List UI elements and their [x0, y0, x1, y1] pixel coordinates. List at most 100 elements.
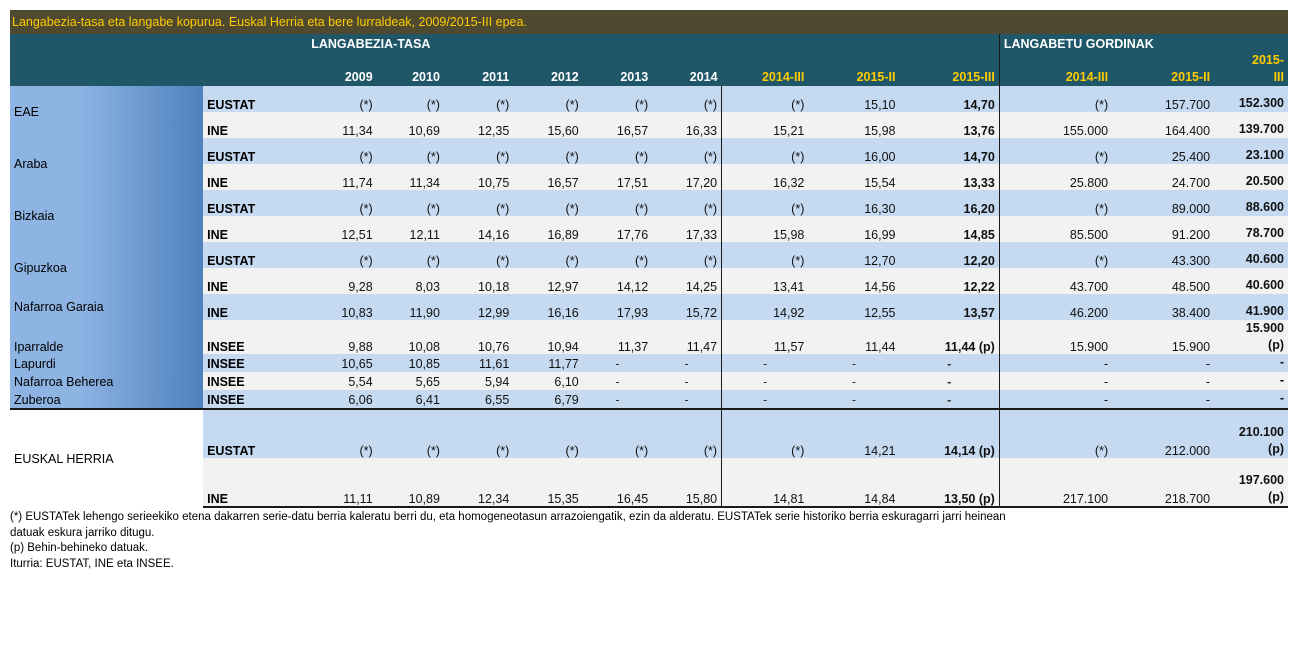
rate-cell: 17,51	[582, 164, 653, 190]
unemployed-cell: (*)	[998, 242, 1113, 268]
rate-cell: 16,30	[808, 190, 900, 216]
rate-cell: 17,76	[582, 216, 653, 242]
unemployed-cell: -	[1112, 372, 1215, 390]
unemployed-cell: 85.500	[998, 216, 1113, 242]
rate-cell: (*)	[443, 242, 514, 268]
rate-cell: 14,70	[899, 138, 1000, 164]
rate-cell: 17,93	[582, 294, 653, 320]
table-row: INE 11,11 10,89 12,34 15,35 16,45 15,80 14,81 14…	[10, 458, 1288, 508]
rate-cell: (*)	[376, 86, 444, 112]
footnote-asterisk-cont: datuak eskura jarriko ditugu.	[10, 526, 155, 539]
rate-cell: 10,76	[443, 320, 514, 354]
rate-cell: 12,11	[376, 216, 444, 242]
footnotes: (*) EUSTATek lehengo serieekiko etena da…	[10, 510, 1288, 572]
unemployed-cell: 212.000	[1112, 408, 1215, 458]
rate-cell: (*)	[443, 86, 514, 112]
rate-cell: 10,75	[443, 164, 514, 190]
unemployed-group-header: LANGABETU GORDINAK	[998, 34, 1215, 59]
unemployed-cell: 43.300	[1112, 242, 1215, 268]
unemployed-cell: 41.900	[1214, 294, 1288, 320]
unemployed-2015-III-value: 40.600	[1245, 278, 1284, 292]
rate-cell: -	[899, 372, 1000, 390]
rate-cell: 14,81	[721, 458, 809, 508]
rate-cell: 15,98	[721, 216, 809, 242]
rate-cell: 15,80	[652, 458, 722, 508]
rate-cell: (*)	[376, 408, 444, 458]
rate-cell: 17,20	[652, 164, 722, 190]
unemployed-cell: 139.700	[1214, 112, 1288, 138]
rate-cell: 15,54	[808, 164, 900, 190]
unemployed-cell: 78.700	[1214, 216, 1288, 242]
rate-cell: 6,10	[513, 372, 583, 390]
unemployed-cell: 15.900	[1112, 320, 1215, 354]
source-label: INSEE	[203, 372, 308, 390]
region-label: Gipuzkoa	[10, 242, 204, 294]
unemployed-2015-III-value: 20.500	[1245, 174, 1284, 188]
unemployed-2015-III-value: 78.700	[1245, 226, 1284, 240]
unemployed-cell: 210.100 (p)	[1214, 408, 1288, 458]
rate-cell: (*)	[513, 190, 583, 216]
unemployed-cell: (*)	[998, 408, 1113, 458]
table-row: Lapurdi INSEE 10,65 10,85 11,61 11,77- - - - - - - -	[10, 354, 1288, 372]
rate-cell: -	[652, 372, 722, 390]
rate-cell: 13,57	[899, 294, 1000, 320]
rate-cell: 11,47	[652, 320, 722, 354]
source-label: INE	[203, 112, 308, 138]
rate-cell: -	[721, 372, 809, 390]
table-title: Langabezia-tasa eta langabe kopurua. Eus…	[10, 10, 1288, 34]
unemployed-2015-III-value: -	[1279, 355, 1284, 369]
rate-cell: 11,37	[582, 320, 653, 354]
col-header-unemployed-2015-III: 2015-III	[1214, 34, 1288, 86]
rate-cell: 14,56	[808, 268, 900, 294]
rate-cell: 14,84	[808, 458, 900, 508]
rate-cell: 15,72	[652, 294, 722, 320]
table-row: INE 11,74 11,34 10,75 16,57 17,51 17,20 16,32 15…	[10, 164, 1288, 190]
unemployed-2015-III-value: -	[1279, 373, 1284, 387]
unemployed-2015-III-value: 41.900	[1245, 304, 1284, 318]
rate-cell: 10,85	[376, 354, 444, 372]
rate-cell: -	[808, 354, 900, 372]
table-row: INE 12,51 12,11 14,16 16,89 17,76 17,33 15,98 16…	[10, 216, 1288, 242]
rate-cell: 6,79	[513, 390, 583, 409]
unemployed-cell: 38.400	[1112, 294, 1215, 320]
table-row: Zuberoa INSEE 6,06 6,41 6,55 6,79- - - - - - - -	[10, 390, 1288, 409]
region-label: Lapurdi	[10, 354, 204, 372]
rate-cell: 8,03	[376, 268, 444, 294]
rate-cell: 14,21	[808, 408, 900, 458]
rate-cell: 11,11	[307, 458, 377, 508]
rate-cell: (*)	[582, 190, 653, 216]
source-label: INE	[203, 164, 308, 190]
unemployed-cell: 23.100	[1214, 138, 1288, 164]
col-header-2012: 2012	[513, 59, 583, 86]
rate-cell: 15,98	[808, 112, 900, 138]
rate-cell: 11,61	[443, 354, 514, 372]
rate-cell: (*)	[582, 408, 653, 458]
footnote-source: Iturria: EUSTAT, INE eta INSEE.	[10, 557, 174, 570]
rate-cell: (*)	[652, 138, 722, 164]
rate-cell: 14,25	[652, 268, 722, 294]
unemployed-cell: 218.700	[1112, 458, 1215, 508]
rate-cell: 12,35	[443, 112, 514, 138]
source-label: EUSTAT	[203, 138, 308, 164]
unemployed-cell: 91.200	[1112, 216, 1215, 242]
unemployed-cell: 152.300	[1214, 86, 1288, 112]
rate-cell: 10,65	[307, 354, 377, 372]
rate-cell: (*)	[582, 86, 653, 112]
rate-cell: (*)	[652, 86, 722, 112]
col-header-2014: 2014	[652, 59, 722, 86]
col-header-2014-III: 2014-III	[721, 59, 809, 86]
rate-cell: 10,18	[443, 268, 514, 294]
unemployed-2015-III-value: 152.300	[1238, 96, 1284, 110]
rate-cell: 14,12	[582, 268, 653, 294]
rate-cell: (*)	[652, 242, 722, 268]
source-label: INSEE	[203, 320, 308, 354]
rate-cell: 11,74	[307, 164, 377, 190]
unemployed-cell: (*)	[998, 138, 1113, 164]
col-header-2011: 2011	[443, 59, 514, 86]
unemployed-cell: -	[998, 372, 1113, 390]
rate-cell: -	[899, 354, 1000, 372]
rate-cell: (*)	[376, 190, 444, 216]
rate-cell: 16,00	[808, 138, 900, 164]
rate-cell: -	[652, 354, 722, 372]
unemployed-cell: -	[998, 354, 1113, 372]
